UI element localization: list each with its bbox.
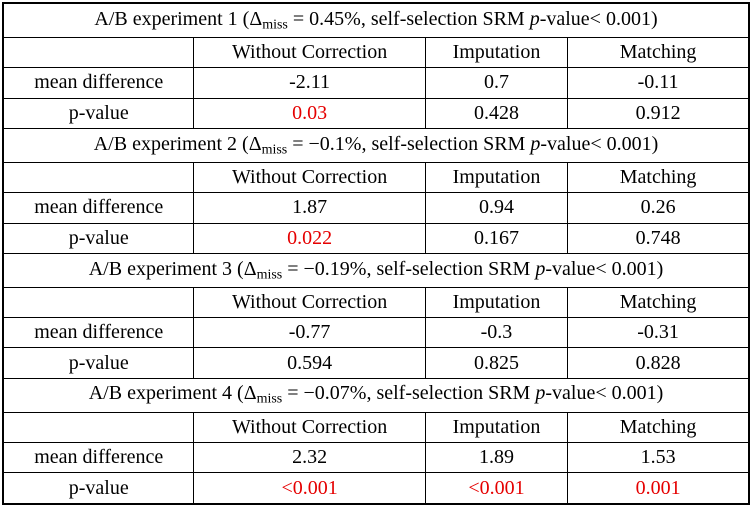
- mean-difference-value: 1.53: [567, 441, 750, 474]
- p-italic: p: [530, 132, 541, 155]
- row-label-p-value: p-value: [2, 472, 195, 505]
- experiment-2-p-value-row: p-value 0.022 0.167 0.748: [2, 222, 750, 254]
- p-value: 0.022: [193, 222, 426, 254]
- p-value: <0.001: [424, 472, 569, 505]
- column-header-without-correction: Without Correction: [193, 411, 426, 443]
- column-header-imputation: Imputation: [424, 286, 569, 319]
- mean-difference-value: -2.11: [193, 67, 426, 99]
- experiment-4-header-row: Without Correction Imputation Matching: [2, 411, 750, 443]
- experiment-1-p-value-row: p-value 0.03 0.428 0.912: [2, 97, 750, 130]
- title-text: A/B experiment 4 (Δ: [88, 382, 257, 405]
- row-label-mean-difference: mean difference: [2, 317, 195, 349]
- experiment-2-mean-difference-row: mean difference 1.87 0.94 0.26: [2, 192, 750, 224]
- p-value: 0.001: [567, 472, 750, 505]
- experiment-1-title: A/B experiment 1 (Δmiss = 0.45%, self-se…: [2, 2, 750, 38]
- row-label-p-value: p-value: [2, 222, 195, 254]
- title-text: -value< 0.001): [540, 132, 659, 155]
- p-value: 0.428: [424, 97, 569, 130]
- p-italic: p: [535, 382, 546, 405]
- p-value: 0.828: [567, 347, 750, 379]
- delta-miss-subscript: miss: [256, 391, 283, 407]
- title-text: = 0.45%, self-selection SRM: [287, 7, 530, 30]
- mean-difference-value: 1.89: [424, 441, 569, 474]
- p-italic: p: [529, 7, 540, 30]
- p-value: 0.912: [567, 97, 750, 130]
- delta-miss-subscript: miss: [261, 142, 288, 158]
- mean-difference-value: 0.7: [424, 67, 569, 99]
- experiment-1-mean-difference-row: mean difference -2.11 0.7 -0.11: [2, 67, 750, 99]
- row-label-mean-difference: mean difference: [2, 67, 195, 99]
- mean-difference-value: -0.11: [567, 67, 750, 99]
- delta-miss-subscript: miss: [256, 267, 283, 283]
- title-text: -value< 0.001): [545, 382, 664, 405]
- title-text: A/B experiment 1 (Δ: [94, 7, 263, 30]
- experiment-4-mean-difference-row: mean difference 2.32 1.89 1.53: [2, 441, 750, 474]
- column-header-imputation: Imputation: [424, 411, 569, 443]
- column-header-without-correction: Without Correction: [193, 161, 426, 194]
- experiment-2-title-row: A/B experiment 2 (Δmiss = −0.1%, self-se…: [2, 128, 750, 163]
- mean-difference-value: -0.3: [424, 317, 569, 349]
- experiment-4-title-row: A/B experiment 4 (Δmiss = −0.07%, self-s…: [2, 377, 750, 413]
- corner-cell: [2, 161, 195, 194]
- mean-difference-value: -0.31: [567, 317, 750, 349]
- corner-cell: [2, 286, 195, 319]
- mean-difference-value: 1.87: [193, 192, 426, 224]
- experiment-3-mean-difference-row: mean difference -0.77 -0.3 -0.31: [2, 317, 750, 349]
- delta-miss-subscript: miss: [262, 17, 288, 33]
- column-header-imputation: Imputation: [424, 36, 569, 69]
- column-header-imputation: Imputation: [424, 161, 569, 194]
- title-text: A/B experiment 2 (Δ: [93, 132, 262, 155]
- p-italic: p: [535, 257, 546, 280]
- mean-difference-value: -0.77: [193, 317, 426, 349]
- experiment-3-title-row: A/B experiment 3 (Δmiss = −0.19%, self-s…: [2, 252, 750, 288]
- p-value: 0.167: [424, 222, 569, 254]
- mean-difference-value: 2.32: [193, 441, 426, 474]
- row-label-p-value: p-value: [2, 347, 195, 379]
- experiment-2-title: A/B experiment 2 (Δmiss = −0.1%, self-se…: [2, 128, 750, 163]
- experiment-3-header-row: Without Correction Imputation Matching: [2, 286, 750, 319]
- p-value: 0.748: [567, 222, 750, 254]
- p-value: 0.825: [424, 347, 569, 379]
- column-header-without-correction: Without Correction: [193, 286, 426, 319]
- column-header-matching: Matching: [567, 36, 750, 69]
- mean-difference-value: 0.26: [567, 192, 750, 224]
- experiment-1-title-row: A/B experiment 1 (Δmiss = 0.45%, self-se…: [2, 2, 750, 38]
- row-label-p-value: p-value: [2, 97, 195, 130]
- title-text: -value< 0.001): [545, 257, 664, 280]
- title-text: -value< 0.001): [539, 7, 658, 30]
- title-text: = −0.19%, self-selection SRM: [282, 257, 536, 280]
- title-text: = −0.1%, self-selection SRM: [287, 132, 531, 155]
- experiment-4-p-value-row: p-value <0.001 <0.001 0.001: [2, 472, 750, 505]
- column-header-without-correction: Without Correction: [193, 36, 426, 69]
- column-header-matching: Matching: [567, 161, 750, 194]
- ab-experiment-results-table: A/B experiment 1 (Δmiss = 0.45%, self-se…: [2, 2, 750, 505]
- p-value: <0.001: [193, 472, 426, 505]
- column-header-matching: Matching: [567, 411, 750, 443]
- row-label-mean-difference: mean difference: [2, 192, 195, 224]
- corner-cell: [2, 36, 195, 69]
- title-text: A/B experiment 3 (Δ: [88, 257, 257, 280]
- experiment-3-title: A/B experiment 3 (Δmiss = −0.19%, self-s…: [2, 252, 750, 288]
- mean-difference-value: 0.94: [424, 192, 569, 224]
- experiment-3-p-value-row: p-value 0.594 0.825 0.828: [2, 347, 750, 379]
- p-value: 0.03: [193, 97, 426, 130]
- p-value: 0.594: [193, 347, 426, 379]
- title-text: = −0.07%, self-selection SRM: [282, 382, 536, 405]
- row-label-mean-difference: mean difference: [2, 441, 195, 474]
- experiment-1-header-row: Without Correction Imputation Matching: [2, 36, 750, 69]
- experiment-4-title: A/B experiment 4 (Δmiss = −0.07%, self-s…: [2, 377, 750, 413]
- corner-cell: [2, 411, 195, 443]
- column-header-matching: Matching: [567, 286, 750, 319]
- experiment-2-header-row: Without Correction Imputation Matching: [2, 161, 750, 194]
